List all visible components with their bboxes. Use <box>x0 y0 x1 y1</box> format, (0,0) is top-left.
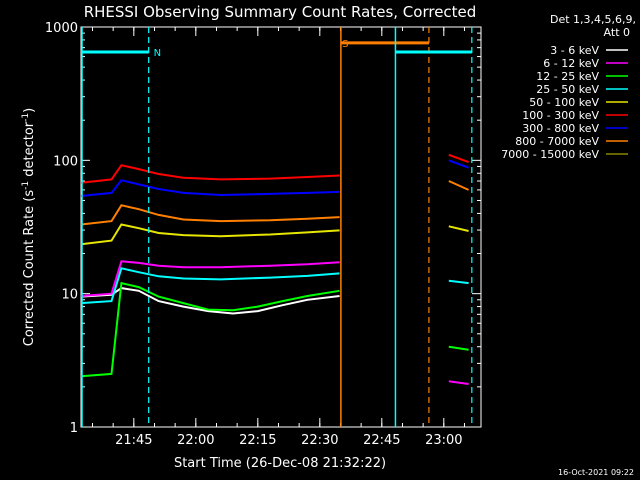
series-line-4 <box>80 223 340 246</box>
legend-entry-label: 3 - 6 keV <box>550 44 599 57</box>
series-line-2 <box>448 345 469 351</box>
y-tick-label: 1000 <box>45 21 78 36</box>
x-axis-label: Start Time (26-Dec-08 21:32:22) <box>174 456 386 471</box>
state-annotation-label: N <box>154 48 161 59</box>
series-line-3 <box>448 279 469 285</box>
series-line-4 <box>448 225 469 232</box>
legend-entry-label: 300 - 800 keV <box>522 122 599 135</box>
x-tick-label: 23:00 <box>425 433 462 448</box>
legend-entry-label: 25 - 50 keV <box>536 83 599 96</box>
plot-area <box>80 26 482 428</box>
series-line-5 <box>448 153 469 164</box>
y-tick-label: 1 <box>70 421 78 436</box>
y-axis-label: Corrected Count Rate (s-1 detector-1) <box>21 108 37 346</box>
y-tick-label: 100 <box>53 154 78 169</box>
legend-entry-label: 7000 - 15000 keV <box>501 148 599 161</box>
series-line-3 <box>80 267 340 305</box>
x-tick-label: 22:15 <box>239 433 276 448</box>
x-tick-label: 21:45 <box>115 433 152 448</box>
legend-entry-label: 12 - 25 keV <box>536 70 599 83</box>
x-tick-label: 22:45 <box>363 433 400 448</box>
y-axis-label-sup2: -1 <box>21 113 31 122</box>
chart-title: RHESSI Observing Summary Count Rates, Co… <box>84 3 477 21</box>
y-axis-label-part1: Corrected Count Rate (s <box>22 190 37 347</box>
series-line-6 <box>80 179 340 197</box>
series-layer <box>80 153 470 385</box>
x-tick-label: 22:00 <box>177 433 214 448</box>
y-axis-label-part2: detector <box>22 121 37 181</box>
series-line-2 <box>80 281 340 378</box>
legend-entry-label: 50 - 100 keV <box>529 96 599 109</box>
legend-header-line2: Att 0 <box>604 26 630 39</box>
legend-header-line1: Det 1,3,4,5,6,9, <box>550 13 636 26</box>
legend-entry-label: 100 - 300 keV <box>522 109 599 122</box>
legend-entry-label: 6 - 12 keV <box>543 57 599 70</box>
x-tick-label: 22:30 <box>301 433 338 448</box>
generation-timestamp: 16-Oct-2021 09:22 <box>558 468 634 477</box>
series-line-7 <box>80 204 340 226</box>
series-line-1 <box>80 260 340 297</box>
y-axis-ticks: 1 10 100 1000 <box>45 21 481 436</box>
y-axis-label-sup1: -1 <box>21 181 31 190</box>
state-annotation-label: S <box>342 39 348 50</box>
series-line-6 <box>448 159 469 169</box>
y-axis-label-part3: ) <box>22 108 37 113</box>
x-axis-ticks: 21:45 22:00 22:15 22:30 22:45 23:00 <box>91 27 465 448</box>
y-tick-label: 10 <box>61 288 78 303</box>
series-line-5 <box>80 164 340 184</box>
series-line-7 <box>448 180 470 191</box>
series-line-1 <box>448 380 469 385</box>
legend-entry-label: 800 - 7000 keV <box>515 135 599 148</box>
plot-frame <box>80 26 482 428</box>
instrument-state-layer: NS <box>81 27 473 427</box>
